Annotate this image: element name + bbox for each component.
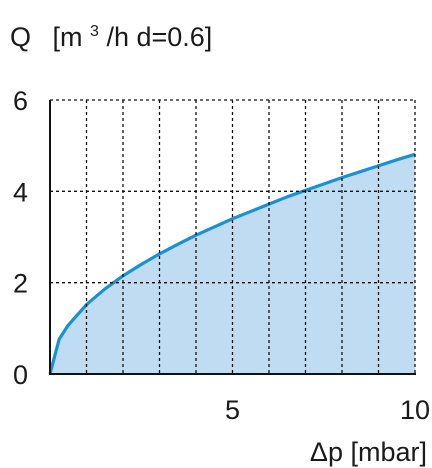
title-unit-superscript: 3 xyxy=(90,23,99,40)
plot-frame xyxy=(49,100,416,375)
title-unit-open: [m xyxy=(53,22,83,52)
title-unit-rest: /h d=0.6] xyxy=(106,22,212,52)
title-quantity: Q xyxy=(10,22,31,52)
x-tick-label: 5 xyxy=(225,395,240,425)
chart-title: Q [m 3 /h d=0.6] xyxy=(10,12,212,52)
y-tick-label: 4 xyxy=(13,177,28,207)
series-line xyxy=(48,152,416,375)
tick-labels: 0 2 4 6 5 10 xyxy=(13,86,430,425)
y-tick-label: 2 xyxy=(13,269,28,299)
x-axis-label: Δp [mbar] xyxy=(310,437,427,467)
x-tick-label: 10 xyxy=(400,395,430,425)
grid xyxy=(50,99,416,374)
y-tick-label: 0 xyxy=(13,360,28,390)
y-tick-label: 6 xyxy=(13,86,28,116)
